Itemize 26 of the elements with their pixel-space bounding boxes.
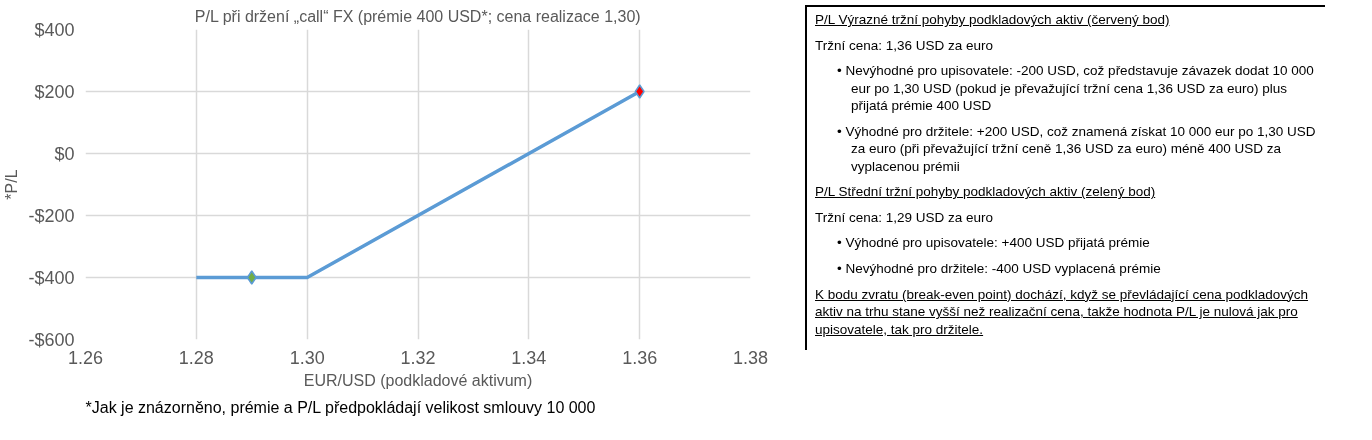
y-tick-label: -$200 [28,205,75,226]
text: *Jak je znázorněno, prémie a P/L předpokládají velikost smlouvy 10 000 [85,398,596,416]
x-tick-label: 1.30 [289,347,325,368]
text: • Nevýhodné pro držitele: -400 USD vyplacená prémie [836,260,1162,278]
text: P/L Výrazné tržní pohyby podkladových aktiv (červený bod) [815,11,1171,29]
x-tick-label: 1.26 [67,347,104,368]
x-tick-label: 1.36 [622,347,658,368]
y-tick-label: $200 [34,81,75,102]
y-tick-label: -$600 [28,329,75,350]
x-tick-label: 1.38 [732,347,769,368]
y-tick-label: $0 [54,143,75,164]
text: • Výhodné pro upisovatele: +400 USD přijatá prémie [836,234,1151,253]
text: • Nevýhodné pro upisovatele: -200 USD, což představuje závazek dodat 10 000 eur po 1,30 USD (pokud je převažující tržní cena 1,36 USD za euro) plus přijatá prémie 400 USD [836,62,1315,115]
y-axis-title: *P/L [3,169,21,200]
chart-title: P/L při držení „call“ FX (prémie 400 USD*; cena realizace 1,30) [194,7,641,25]
x-tick-label: 1.34 [511,347,547,368]
y-tick-label: -$400 [28,267,75,288]
text: P/L Střední tržní pohyby podkladových aktiv (zelený bod) [815,183,1157,201]
text: K bodu zvratu (break-even point) dochází, když se převládající cena podkladových aktiv na trhu stane vyšší než realizační cena, takže hodnota P/L je nulová jak pro upisovatele, tak pro držitele. [815,285,1310,339]
text: Tržní cena: 1,29 USD za euro [815,208,995,227]
text: Tržní cena: 1,36 USD za euro [815,36,995,55]
x-tick-label: 1.32 [400,347,436,368]
text: • Výhodné pro držitele: +200 USD, což znamená získat 10 000 eur po 1,30 USD za euro (při převažující tržní ceně 1,36 USD za euro) méně 400 USD za vyplacenou prémii [836,122,1317,176]
y-tick-label: $400 [34,19,75,40]
x-axis-title: EUR/USD (podkladové aktivum) [303,371,533,389]
x-tick-label: 1.28 [178,347,214,368]
